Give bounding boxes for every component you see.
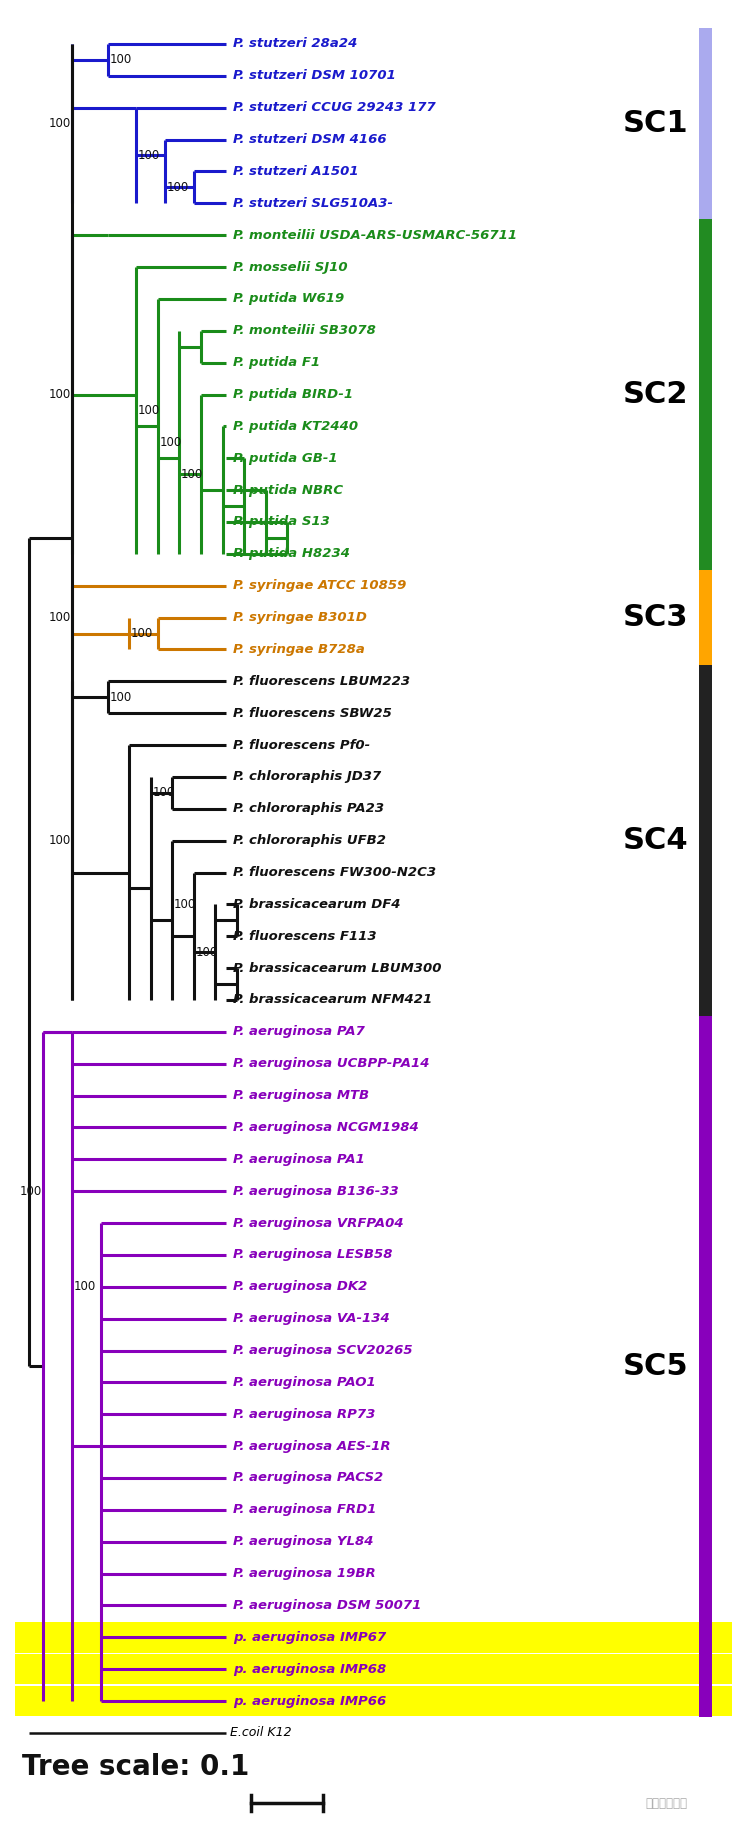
FancyBboxPatch shape <box>15 1653 732 1684</box>
Text: 100: 100 <box>131 626 153 641</box>
Text: P. mosselii SJ10: P. mosselii SJ10 <box>234 260 348 273</box>
Text: P. syringae B728a: P. syringae B728a <box>234 643 365 656</box>
Text: P. brassicacearum NFM421: P. brassicacearum NFM421 <box>234 994 432 1007</box>
Text: 密码子实验室: 密码子实验室 <box>646 1797 687 1810</box>
Bar <box>699 220 712 569</box>
Text: 100: 100 <box>181 467 203 480</box>
Text: P. fluorescens LBUM223: P. fluorescens LBUM223 <box>234 674 410 687</box>
Text: SC1: SC1 <box>623 109 689 139</box>
Text: SC5: SC5 <box>623 1352 689 1382</box>
Text: 100: 100 <box>73 1280 95 1293</box>
Text: P. aeruginosa DK2: P. aeruginosa DK2 <box>234 1280 367 1293</box>
Text: P. aeruginosa DSM 50071: P. aeruginosa DSM 50071 <box>234 1600 422 1612</box>
Text: P. stutzeri DSM 10701: P. stutzeri DSM 10701 <box>234 70 396 83</box>
Text: P. aeruginosa RP73: P. aeruginosa RP73 <box>234 1407 375 1420</box>
Text: P. aeruginosa VA-134: P. aeruginosa VA-134 <box>234 1311 390 1324</box>
Text: 100: 100 <box>138 404 160 417</box>
Text: 100: 100 <box>19 1184 42 1197</box>
Text: p. aeruginosa IMP66: p. aeruginosa IMP66 <box>234 1694 386 1708</box>
Text: P. stutzeri DSM 4166: P. stutzeri DSM 4166 <box>234 133 387 146</box>
Text: P. stutzeri 28a24: P. stutzeri 28a24 <box>234 37 358 50</box>
Text: 100: 100 <box>166 181 189 194</box>
Text: P. chlororaphis PA23: P. chlororaphis PA23 <box>234 802 384 815</box>
Text: P. aeruginosa 19BR: P. aeruginosa 19BR <box>234 1566 376 1579</box>
Text: p. aeruginosa IMP67: p. aeruginosa IMP67 <box>234 1631 386 1644</box>
Text: SC4: SC4 <box>623 826 689 855</box>
Text: 100: 100 <box>174 898 196 911</box>
Text: P. aeruginosa PAO1: P. aeruginosa PAO1 <box>234 1376 376 1389</box>
Text: P. monteilii SB3078: P. monteilii SB3078 <box>234 325 376 338</box>
Text: P. stutzeri SLG510A3-: P. stutzeri SLG510A3- <box>234 198 393 211</box>
Text: P. aeruginosa MTB: P. aeruginosa MTB <box>234 1090 370 1103</box>
Text: P. chlororaphis UFB2: P. chlororaphis UFB2 <box>234 835 386 848</box>
Text: P. putida H8234: P. putida H8234 <box>234 547 350 560</box>
Text: P. aeruginosa SCV20265: P. aeruginosa SCV20265 <box>234 1345 413 1358</box>
Text: P. fluorescens Pf0-: P. fluorescens Pf0- <box>234 739 370 752</box>
Bar <box>699 28 712 220</box>
Text: P. fluorescens SBW25: P. fluorescens SBW25 <box>234 707 392 720</box>
Text: P. aeruginosa FRD1: P. aeruginosa FRD1 <box>234 1503 377 1516</box>
Text: P. aeruginosa VRFPA04: P. aeruginosa VRFPA04 <box>234 1217 404 1230</box>
Text: P. aeruginosa B136-33: P. aeruginosa B136-33 <box>234 1184 399 1197</box>
Text: P. putida NBRC: P. putida NBRC <box>234 484 344 497</box>
Text: P. putida F1: P. putida F1 <box>234 356 321 369</box>
Text: E.coil K12: E.coil K12 <box>230 1727 291 1740</box>
Text: 100: 100 <box>152 787 174 800</box>
FancyBboxPatch shape <box>15 1686 732 1716</box>
Text: P. aeruginosa YL84: P. aeruginosa YL84 <box>234 1535 374 1548</box>
Text: 100: 100 <box>48 835 70 848</box>
Text: 100: 100 <box>109 54 132 66</box>
Text: P. aeruginosa PA1: P. aeruginosa PA1 <box>234 1153 365 1165</box>
Text: P. putida S13: P. putida S13 <box>234 515 330 528</box>
Text: P. syringae B301D: P. syringae B301D <box>234 611 367 624</box>
Bar <box>699 665 712 1016</box>
Text: P. chlororaphis JD37: P. chlororaphis JD37 <box>234 770 381 783</box>
Text: 100: 100 <box>109 691 132 704</box>
Text: P. aeruginosa PACS2: P. aeruginosa PACS2 <box>234 1472 384 1485</box>
Text: SC3: SC3 <box>623 604 689 632</box>
Text: P. stutzeri A1501: P. stutzeri A1501 <box>234 164 359 177</box>
Text: P. aeruginosa AES-1R: P. aeruginosa AES-1R <box>234 1439 391 1452</box>
Text: P. fluorescens FW300-N2C3: P. fluorescens FW300-N2C3 <box>234 866 437 879</box>
Text: SC2: SC2 <box>623 380 689 408</box>
Text: P. aeruginosa UCBPP-PA14: P. aeruginosa UCBPP-PA14 <box>234 1056 430 1069</box>
Text: P. fluorescens F113: P. fluorescens F113 <box>234 929 377 942</box>
Text: 100: 100 <box>48 116 70 129</box>
Text: 100: 100 <box>195 946 217 959</box>
Bar <box>699 569 712 665</box>
Text: P. aeruginosa NCGM1984: P. aeruginosa NCGM1984 <box>234 1121 419 1134</box>
Text: P. putida KT2440: P. putida KT2440 <box>234 419 358 432</box>
Text: P. aeruginosa LESB58: P. aeruginosa LESB58 <box>234 1249 392 1262</box>
Text: P. monteilii USDA-ARS-USMARC-56711: P. monteilii USDA-ARS-USMARC-56711 <box>234 229 517 242</box>
Text: P. brassicacearum DF4: P. brassicacearum DF4 <box>234 898 401 911</box>
Text: P. brassicacearum LBUM300: P. brassicacearum LBUM300 <box>234 962 442 975</box>
Bar <box>699 1016 712 1718</box>
Text: P. putida GB-1: P. putida GB-1 <box>234 453 338 465</box>
FancyBboxPatch shape <box>15 1622 732 1653</box>
Text: P. putida BIRD-1: P. putida BIRD-1 <box>234 388 353 401</box>
Text: P. stutzeri CCUG 29243 177: P. stutzeri CCUG 29243 177 <box>234 102 436 115</box>
Text: P. putida W619: P. putida W619 <box>234 292 344 305</box>
Text: P. aeruginosa PA7: P. aeruginosa PA7 <box>234 1025 365 1038</box>
Text: Tree scale: 0.1: Tree scale: 0.1 <box>21 1753 249 1781</box>
Text: 100: 100 <box>138 150 160 163</box>
Text: 100: 100 <box>48 611 70 624</box>
Text: 100: 100 <box>160 436 182 449</box>
Text: p. aeruginosa IMP68: p. aeruginosa IMP68 <box>234 1662 386 1675</box>
Text: 100: 100 <box>48 388 70 401</box>
Text: P. syringae ATCC 10859: P. syringae ATCC 10859 <box>234 580 406 593</box>
